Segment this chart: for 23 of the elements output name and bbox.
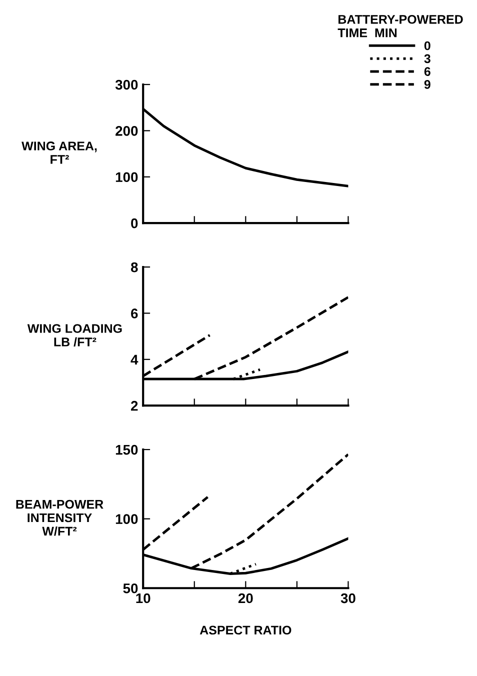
- legend-label: 0: [424, 41, 430, 50]
- y-tick-label: 200: [116, 126, 138, 136]
- x-tick-label: 10: [136, 593, 150, 604]
- legend-label: 6: [424, 67, 430, 76]
- y-tick-label: 4: [130, 354, 138, 364]
- legend-label: 3: [424, 54, 430, 64]
- legend-title: BATTERY-POWERED TIME MIN: [338, 14, 463, 38]
- y-axis-title: WING AREA, FT²: [22, 142, 97, 164]
- y-tick-label: 8: [130, 262, 138, 272]
- y-tick-label: 50: [123, 583, 138, 594]
- x-axis-title: ASPECT RATIO: [200, 626, 292, 635]
- y-axis-title: BEAM-POWER INTENSITY W/FT²: [16, 500, 104, 536]
- y-tick-label: 6: [131, 308, 138, 318]
- y-axis-title: WING LOADING LB /FT²: [27, 324, 122, 347]
- y-tick-label: 300: [115, 80, 138, 90]
- y-tick-label: 100: [116, 514, 138, 524]
- x-tick-label: 20: [238, 593, 253, 604]
- y-tick-label: 150: [116, 444, 138, 455]
- x-tick-label: 30: [340, 593, 356, 604]
- y-tick-label: 0: [131, 218, 138, 228]
- y-tick-label: 2: [130, 400, 138, 411]
- legend-label: 9: [424, 80, 430, 89]
- y-tick-label: 100: [116, 172, 138, 182]
